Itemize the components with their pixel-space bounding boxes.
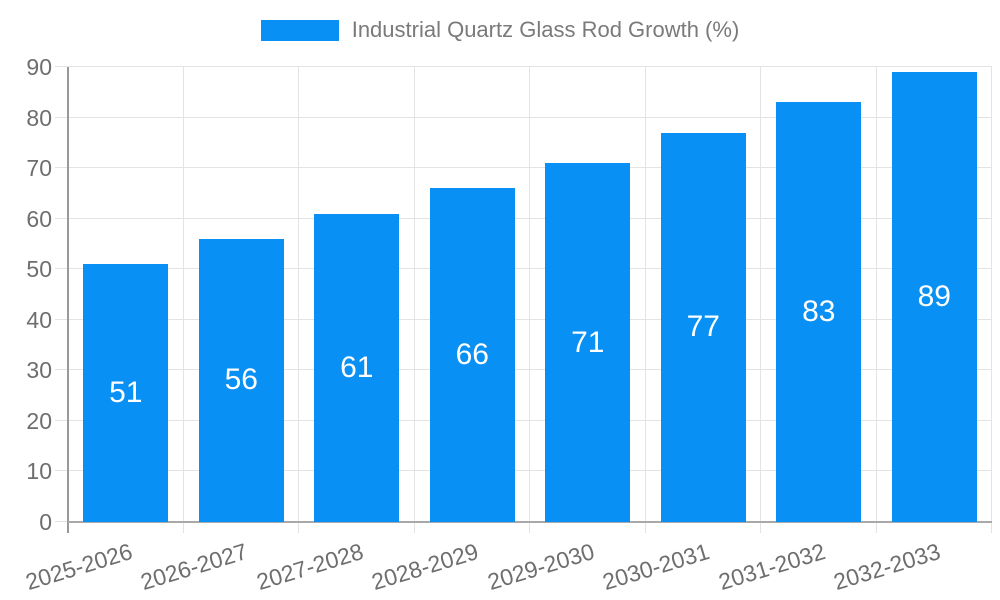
bar xyxy=(660,132,746,522)
x-grid-line xyxy=(413,67,415,533)
y-tick-label: 30 xyxy=(26,357,52,384)
y-grid-line xyxy=(55,419,992,421)
x-grid-line xyxy=(298,67,299,533)
bar xyxy=(545,163,631,522)
y-tick-label: 10 xyxy=(26,458,52,485)
y-axis-line xyxy=(67,67,69,533)
bar-value-label: 51 xyxy=(109,376,143,410)
y-grid-line xyxy=(55,470,992,472)
y-tick-label: 80 xyxy=(26,104,52,131)
x-tick-label: 2027-2028 xyxy=(253,538,367,596)
y-tick-label: 90 xyxy=(26,54,52,80)
x-grid-line xyxy=(182,67,184,533)
y-grid-line xyxy=(55,116,992,118)
y-tick-mark xyxy=(55,521,68,522)
bar xyxy=(776,102,862,522)
x-tick-label: 2028-2029 xyxy=(368,538,482,596)
bar-value-label: 77 xyxy=(686,310,720,344)
bar xyxy=(891,72,977,522)
bar xyxy=(314,213,400,522)
x-grid-line xyxy=(644,67,646,533)
y-tick-label: 70 xyxy=(26,155,52,182)
x-tick-label: 2025-2026 xyxy=(22,538,136,596)
legend-swatch xyxy=(260,19,339,41)
bar-value-label: 71 xyxy=(571,325,605,359)
bar xyxy=(429,188,515,522)
bar xyxy=(198,238,284,522)
x-tick-label: 2031-2032 xyxy=(715,538,829,596)
y-tick-label: 20 xyxy=(26,407,52,434)
x-tick-label: 2032-2033 xyxy=(830,538,944,596)
x-tick-label: 2030-2031 xyxy=(599,538,713,596)
x-tick-label: 2029-2030 xyxy=(484,538,598,596)
bar-value-label: 83 xyxy=(802,295,836,329)
bar-value-label: 66 xyxy=(455,338,489,372)
y-grid-line xyxy=(55,268,992,270)
legend-label: Industrial Quartz Glass Rod Growth (%) xyxy=(351,17,740,42)
x-grid-line xyxy=(760,67,761,533)
y-grid-line xyxy=(55,369,992,371)
chart-legend: Industrial Quartz Glass Rod Growth (%) xyxy=(0,17,1000,43)
bar-value-label: 61 xyxy=(340,350,374,384)
y-grid-line xyxy=(55,217,992,219)
y-tick-label: 60 xyxy=(26,205,52,232)
y-tick-label: 50 xyxy=(26,256,52,283)
y-tick-label: 0 xyxy=(39,509,52,535)
x-grid-line xyxy=(875,67,877,533)
y-grid-line xyxy=(55,167,992,169)
bar xyxy=(83,264,169,522)
y-tick-label: 40 xyxy=(26,306,52,333)
x-axis-line xyxy=(68,521,992,523)
bar-value-label: 89 xyxy=(917,280,951,314)
x-grid-line xyxy=(529,67,530,533)
x-grid-line xyxy=(991,67,992,533)
x-tick-label: 2026-2027 xyxy=(137,538,251,596)
bar-value-label: 56 xyxy=(224,363,258,397)
y-grid-line xyxy=(55,66,992,67)
y-grid-line xyxy=(55,318,992,320)
